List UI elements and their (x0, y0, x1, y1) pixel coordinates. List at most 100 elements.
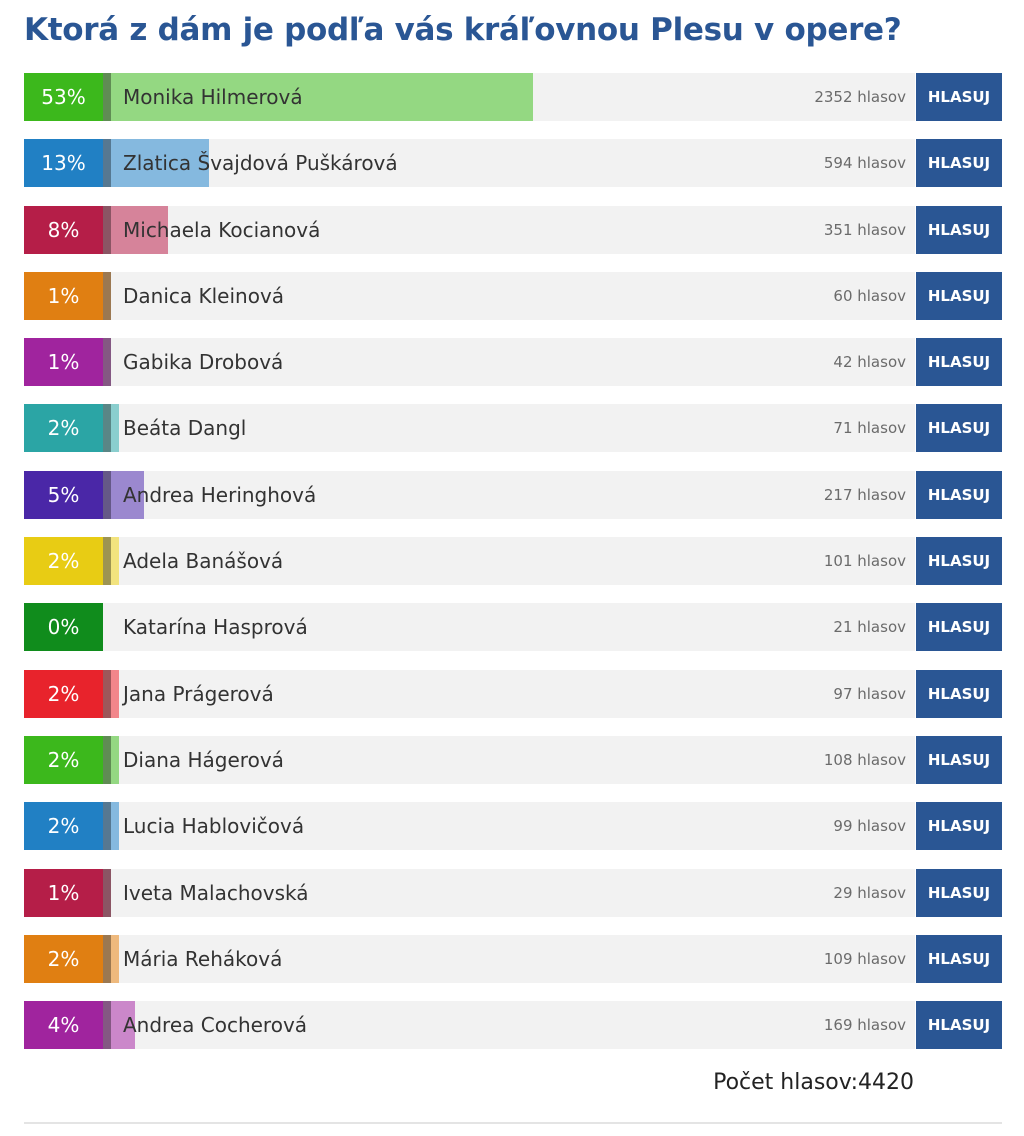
poll-option: 2% Mária Reháková 109 hlasov HLASUJ (24, 934, 1002, 983)
vote-button[interactable]: HLASUJ (916, 603, 1002, 652)
vote-count: 97 hlasov (833, 684, 906, 703)
result-bar-track (103, 73, 915, 121)
percent-badge: 2% (24, 934, 103, 983)
result-bar-track (103, 669, 915, 718)
result-bar-fill (103, 934, 119, 983)
candidate-name: Monika Hilmerová (123, 85, 303, 109)
candidate-name: Andrea Cocherová (123, 1013, 308, 1038)
percent-badge: 1% (24, 338, 103, 387)
poll-title: Ktorá z dám je podľa vás kráľovnou Plesu… (24, 12, 902, 48)
result-bar-track (103, 338, 915, 387)
candidate-name: Danica Kleinová (123, 283, 285, 308)
result-bar-track (103, 205, 915, 254)
result-bar-fill (103, 669, 119, 718)
result-bar-fill (103, 271, 111, 320)
candidate-name: Andrea Heringhová (123, 482, 317, 507)
percent-badge: 4% (24, 1001, 103, 1050)
poll-option: 13% Zlatica Švajdová Puškárová 594 hlaso… (24, 139, 1002, 188)
vote-button[interactable]: HLASUJ (916, 404, 1002, 453)
vote-button[interactable]: HLASUJ (916, 470, 1002, 519)
result-bar-fill (103, 404, 119, 453)
candidate-name: Jana Prágerová (123, 681, 274, 706)
result-bar-track (103, 537, 915, 586)
result-bar-fill (103, 470, 144, 519)
poll-option: 2% Lucia Hablovičová 99 hlasov HLASUJ (24, 802, 1002, 851)
total-votes: Počet hlasov:4420 (713, 1070, 914, 1095)
vote-count: 42 hlasov (833, 353, 906, 372)
vote-button[interactable]: HLASUJ (916, 73, 1002, 121)
vote-count: 594 hlasov (823, 154, 906, 173)
candidate-name: Iveta Malachovská (123, 880, 309, 905)
poll-option: 5% Andrea Heringhová 217 hlasov HLASUJ (24, 470, 1002, 519)
result-bar-fill (103, 802, 119, 851)
percent-badge: 2% (24, 802, 103, 851)
vote-button[interactable]: HLASUJ (916, 537, 1002, 586)
result-bar-track (103, 1001, 915, 1050)
poll-option: 1% Danica Kleinová 60 hlasov HLASUJ (24, 271, 1002, 320)
percent-badge: 2% (24, 669, 103, 718)
vote-button[interactable]: HLASUJ (916, 205, 1002, 254)
candidate-name: Michaela Kocianová (123, 217, 321, 242)
vote-button[interactable]: HLASUJ (916, 802, 1002, 851)
candidate-name: Adela Banášová (123, 549, 284, 574)
percent-badge: 0% (24, 603, 103, 652)
result-bar-track (103, 934, 915, 983)
vote-count: 29 hlasov (833, 883, 906, 902)
result-bar-track (103, 271, 915, 320)
poll-option: 1% Iveta Malachovská 29 hlasov HLASUJ (24, 868, 1002, 917)
vote-count: 217 hlasov (823, 485, 906, 504)
candidate-name: Gabika Drobová (123, 350, 284, 375)
poll-option: 2% Jana Prágerová 97 hlasov HLASUJ (24, 669, 1002, 718)
percent-badge: 1% (24, 868, 103, 917)
vote-button[interactable]: HLASUJ (916, 868, 1002, 917)
poll-option: 8% Michaela Kocianová 351 hlasov HLASUJ (24, 205, 1002, 254)
result-bar-fill (103, 73, 533, 121)
vote-count: 60 hlasov (833, 286, 906, 305)
result-bar-fill (103, 338, 111, 387)
percent-badge: 2% (24, 537, 103, 586)
vote-button[interactable]: HLASUJ (916, 735, 1002, 784)
poll-option: 0% Katarína Hasprová 21 hlasov HLASUJ (24, 603, 1002, 652)
vote-button[interactable]: HLASUJ (916, 139, 1002, 188)
vote-button[interactable]: HLASUJ (916, 1001, 1002, 1050)
result-bar-fill (103, 205, 168, 254)
percent-badge: 2% (24, 404, 103, 453)
result-bar-fill (103, 1001, 135, 1050)
result-bar-track (103, 868, 915, 917)
vote-count: 21 hlasov (833, 618, 906, 637)
vote-count: 169 hlasov (823, 1016, 906, 1035)
result-bar-track (103, 404, 915, 453)
total-votes-label: Počet hlasov: (713, 1070, 858, 1095)
candidate-name: Beáta Dangl (123, 416, 247, 441)
vote-count: 101 hlasov (823, 552, 906, 571)
vote-button[interactable]: HLASUJ (916, 934, 1002, 983)
result-bar-fill (103, 537, 119, 586)
total-votes-value: 4420 (858, 1070, 914, 1095)
result-bar-track (103, 470, 915, 519)
vote-count: 71 hlasov (833, 419, 906, 438)
result-bar-track (103, 603, 915, 652)
vote-button[interactable]: HLASUJ (916, 669, 1002, 718)
result-bar-track (103, 802, 915, 851)
vote-count: 351 hlasov (823, 220, 906, 239)
candidate-name: Lucia Hablovičová (123, 814, 305, 839)
vote-button[interactable]: HLASUJ (916, 271, 1002, 320)
vote-button[interactable]: HLASUJ (916, 338, 1002, 387)
poll-option: 2% Adela Banášová 101 hlasov HLASUJ (24, 537, 1002, 586)
poll-options-list: 53% Monika Hilmerová 2352 hlasov HLASUJ … (24, 73, 1002, 1067)
vote-count: 2352 hlasov (814, 88, 906, 106)
candidate-name: Diana Hágerová (123, 747, 284, 772)
poll-option: 2% Beáta Dangl 71 hlasov HLASUJ (24, 404, 1002, 453)
result-bar-fill (103, 735, 119, 784)
percent-badge: 2% (24, 735, 103, 784)
poll-option: 2% Diana Hágerová 108 hlasov HLASUJ (24, 735, 1002, 784)
result-bar-fill (103, 139, 209, 188)
percent-badge: 13% (24, 139, 103, 188)
percent-badge: 53% (24, 73, 103, 121)
result-bar-track (103, 735, 915, 784)
vote-count: 109 hlasov (823, 949, 906, 968)
candidate-name: Mária Reháková (123, 946, 283, 971)
percent-badge: 5% (24, 470, 103, 519)
vote-count: 99 hlasov (833, 817, 906, 836)
vote-count: 108 hlasov (823, 750, 906, 769)
